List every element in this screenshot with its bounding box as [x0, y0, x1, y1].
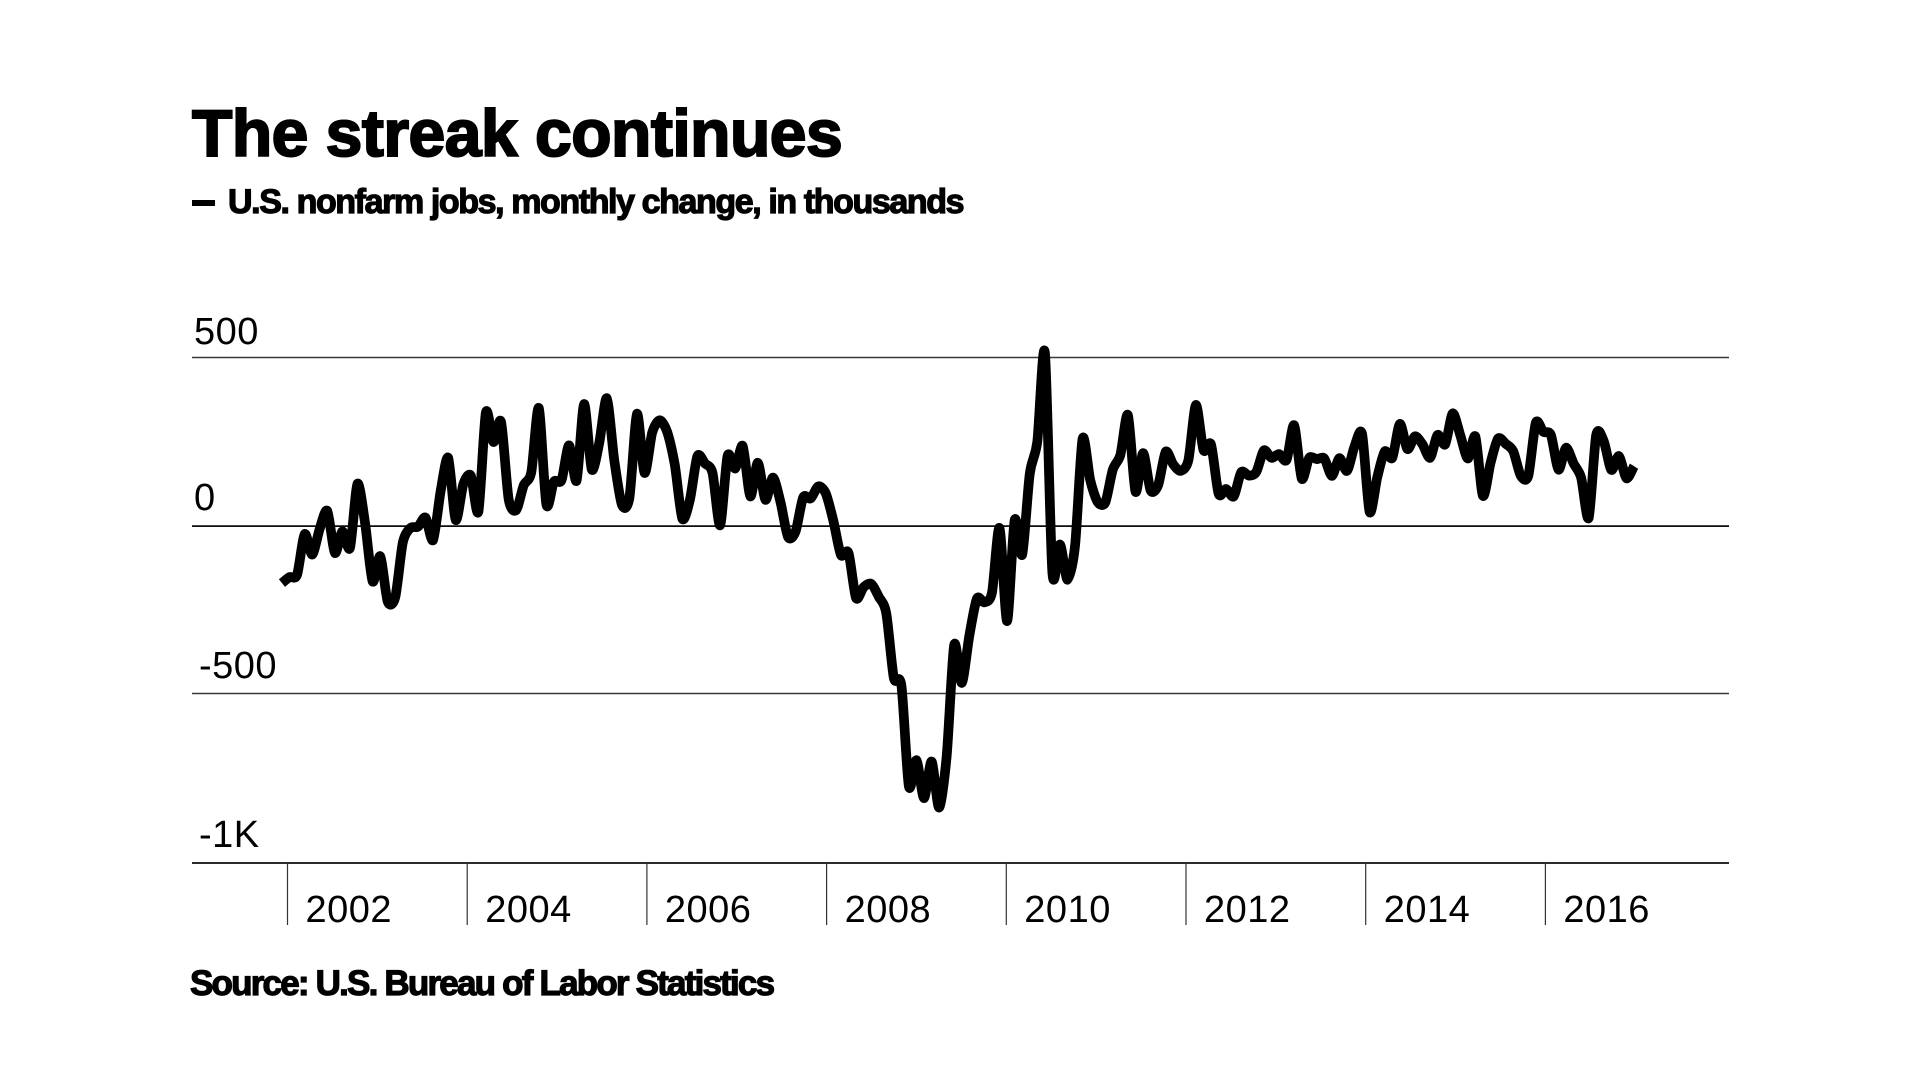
svg-text:-1K: -1K [199, 814, 260, 856]
svg-text:2010: 2010 [1024, 889, 1111, 931]
svg-text:2002: 2002 [306, 889, 393, 931]
svg-text:2004: 2004 [485, 889, 572, 931]
svg-text:2006: 2006 [665, 889, 752, 931]
svg-text:0: 0 [194, 477, 216, 519]
svg-text:2012: 2012 [1204, 889, 1291, 931]
svg-text:2008: 2008 [845, 889, 932, 931]
svg-text:2016: 2016 [1563, 889, 1650, 931]
svg-text:2014: 2014 [1384, 889, 1471, 931]
svg-text:-500: -500 [199, 645, 277, 687]
svg-text:500: 500 [194, 311, 259, 353]
